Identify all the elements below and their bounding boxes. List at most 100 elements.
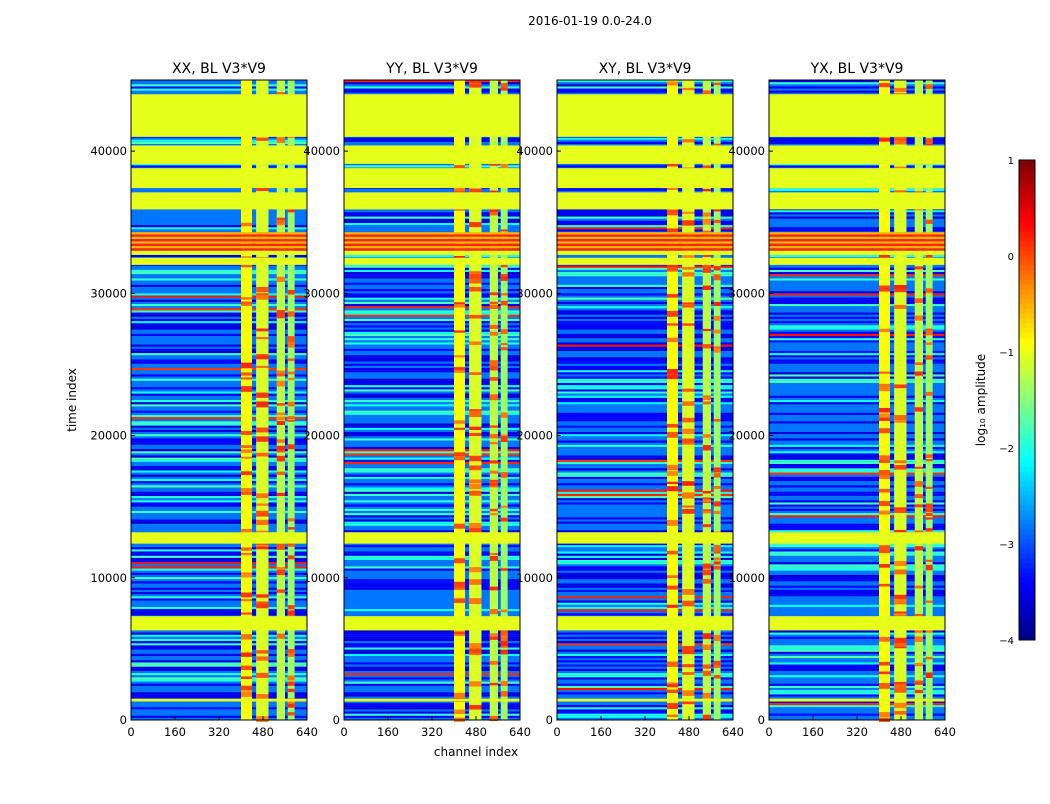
heatmap-row [769, 421, 945, 424]
heatmap-speckle [894, 415, 907, 421]
heatmap-row [344, 468, 520, 471]
heatmap-speckle [667, 471, 678, 476]
heatmap-speckle [500, 630, 508, 636]
heatmap-row [344, 331, 520, 334]
heatmap-speckle [287, 610, 295, 616]
heatmap-row [769, 675, 945, 678]
heatmap-row [344, 513, 520, 516]
heatmap-speckle [256, 716, 269, 722]
heatmap-row [769, 212, 945, 215]
colorbar-segment [1019, 208, 1035, 214]
heatmap-row [769, 508, 945, 511]
colorbar-segment [1019, 582, 1035, 588]
heatmap-speckle [879, 661, 890, 666]
heatmap-row [131, 638, 307, 642]
heatmap-speckle [925, 84, 933, 90]
heatmap-row [557, 361, 733, 364]
heatmap-row [344, 216, 520, 219]
heatmap-row [557, 653, 733, 656]
colorbar-segment [1019, 414, 1035, 420]
heatmap-speckle [925, 355, 933, 360]
saturated-row [557, 232, 733, 235]
heatmap-row [769, 137, 945, 140]
heatmap-speckle [667, 464, 678, 471]
saturated-row [131, 234, 307, 237]
heatmap-row [131, 429, 307, 432]
colorbar-segment [1019, 289, 1035, 295]
heatmap-row [769, 376, 945, 379]
colorbar-segment [1019, 193, 1035, 199]
heatmap-row [769, 316, 945, 319]
heatmap-speckle [287, 419, 295, 422]
heatmap-row [557, 498, 733, 501]
heatmap-speckle [287, 377, 295, 381]
heatmap-speckle [879, 407, 890, 413]
heatmap-speckle [469, 455, 482, 462]
heatmap-speckle [256, 337, 269, 340]
heatmap-row [344, 632, 520, 635]
heatmap-speckle [287, 289, 295, 295]
heatmap-speckle [469, 222, 482, 228]
heatmap-speckle [276, 471, 285, 476]
heatmap-speckle [702, 524, 711, 528]
heatmap-row [769, 530, 945, 533]
heatmap-speckle [682, 481, 695, 486]
heatmap-row [557, 293, 733, 296]
heatmap-row [131, 634, 307, 637]
heatmap-speckle [667, 162, 678, 167]
heatmap-row [131, 387, 307, 390]
heatmap-speckle [489, 470, 498, 474]
heatmap-row [769, 304, 945, 307]
heatmap-row [344, 425, 520, 428]
heatmap-speckle [894, 682, 907, 689]
colorbar-segment [1019, 184, 1035, 190]
heatmap-speckle [469, 490, 482, 496]
heatmap-speckle [713, 266, 721, 271]
heatmap-row [557, 325, 733, 328]
heatmap-speckle [469, 409, 482, 412]
heatmap-speckle [469, 483, 482, 490]
heatmap-row [344, 453, 520, 456]
heatmap-speckle [914, 362, 923, 366]
heatmap-speckle [914, 662, 923, 667]
colorbar-segment [1019, 620, 1035, 627]
x-tick-label: 320 [208, 725, 230, 739]
heatmap-speckle [256, 546, 269, 550]
heatmap-row [131, 673, 307, 676]
heatmap-speckle [276, 445, 285, 452]
heatmap-row [557, 643, 733, 646]
heatmap-speckle [667, 375, 678, 380]
heatmap-speckle [489, 460, 498, 464]
heatmap-row [557, 596, 733, 599]
flagged-block [131, 532, 307, 544]
heatmap-speckle [256, 286, 269, 293]
heatmap-row [131, 304, 307, 307]
heatmap-speckle [702, 218, 711, 225]
heatmap-speckle [682, 510, 695, 514]
heatmap-speckle [241, 652, 252, 657]
heatmap-speckle [914, 315, 923, 321]
heatmap-speckle [682, 438, 695, 443]
heatmap-row [557, 210, 733, 213]
heatmap-speckle [894, 614, 907, 617]
heatmap-row [344, 82, 520, 85]
heatmap-speckle [489, 324, 498, 329]
heatmap-speckle [894, 287, 907, 293]
heatmap-row [557, 444, 733, 447]
heatmap-speckle [682, 600, 695, 607]
heatmap-row [344, 222, 520, 226]
heatmap-row [131, 510, 307, 514]
heatmap-row [557, 88, 733, 91]
heatmap-row [769, 438, 945, 441]
y-tick-label: 30000 [303, 286, 340, 300]
heatmap-speckle [454, 186, 465, 190]
heatmap-speckle [879, 413, 890, 419]
saturated-row [557, 248, 733, 251]
heatmap-row [557, 359, 733, 362]
heatmap-speckle [925, 513, 933, 517]
heatmap-speckle [287, 358, 295, 361]
colorbar-segment [1019, 284, 1035, 291]
heatmap-speckle [682, 492, 695, 498]
heatmap-speckle [241, 377, 252, 380]
heatmap-speckle [914, 494, 923, 499]
